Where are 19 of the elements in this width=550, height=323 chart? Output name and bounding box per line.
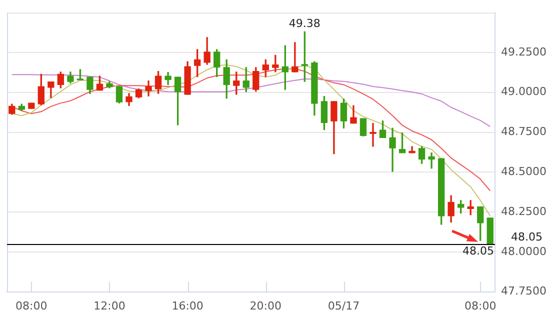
y-tick-label: 48.0000 [501, 244, 546, 258]
x-tick-label: 12:00 [94, 299, 126, 312]
y-tick-label: 48.5000 [501, 165, 546, 178]
y-tick-label: 49.2500 [501, 45, 546, 58]
annotation: 48.05 [462, 244, 494, 258]
y-tick-label: 48.7500 [501, 125, 546, 138]
x-tick-label: 08:00 [16, 299, 48, 312]
x-tick-label: 16:00 [172, 299, 204, 312]
y-tick-label: 47.7500 [501, 284, 546, 298]
candlestick [28, 102, 35, 109]
y-tick-label: 48.2500 [501, 204, 546, 218]
annotation: 49.38 [288, 17, 320, 30]
candlestick [486, 218, 494, 244]
x-tick-label: 08:00 [464, 299, 496, 312]
y-tick-label: 49.0000 [501, 85, 546, 98]
candlestick [76, 69, 84, 80]
x-tick-label: 05/17 [328, 299, 360, 312]
x-tick-label: 20:00 [250, 299, 282, 312]
ref-line-label: 48.05 [511, 230, 542, 244]
